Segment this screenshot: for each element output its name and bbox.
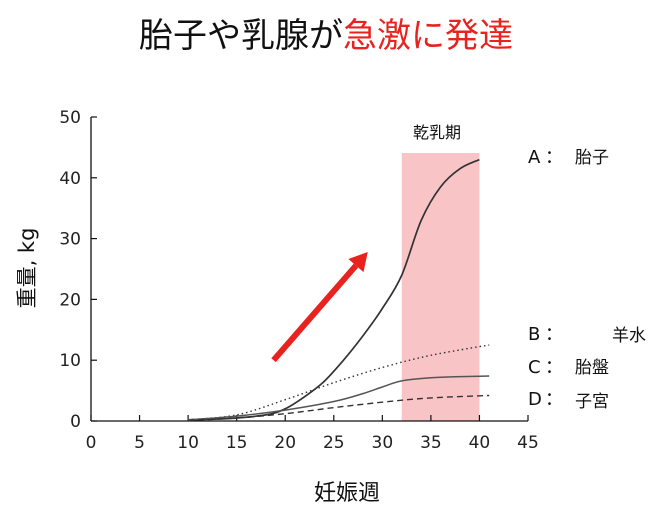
x-tick-label: 30 [372, 433, 394, 453]
axes [90, 117, 528, 422]
legend-name-b: 羊水 [612, 326, 646, 346]
x-axis-label: 妊娠週 [314, 481, 380, 506]
legend: A ： 胎子 B ： 羊水 C ： 胎盤 D ： 子宮 [528, 147, 646, 412]
legend-key-a: A [528, 147, 541, 168]
y-tick-label: 10 [59, 351, 81, 371]
legend-sep-a: ： [545, 147, 563, 168]
trend-arrow-shaft [271, 263, 359, 363]
y-axis-ticks: 0 10 20 30 40 50 [59, 108, 97, 432]
series-lines [188, 158, 490, 422]
y-axis-label: 重量, kg [15, 228, 39, 309]
x-tick-label: 25 [323, 433, 345, 453]
series-line-c [188, 375, 490, 421]
y-tick-label: 40 [59, 169, 81, 189]
legend-sep-b: ： [545, 324, 563, 345]
x-tick-label: 35 [420, 433, 442, 453]
x-tick-label: 0 [86, 433, 97, 453]
series-line-b [188, 344, 490, 421]
x-tick-label: 5 [134, 433, 145, 453]
trend-arrow-head [348, 251, 368, 273]
y-tick-label: 50 [59, 108, 81, 128]
x-tick-label: 40 [469, 433, 491, 453]
legend-key-d: D [528, 389, 542, 410]
legend-name-c: 胎盤 [575, 358, 609, 378]
drying-off-period-band [401, 153, 480, 421]
y-tick-label: 0 [70, 412, 81, 432]
x-axis-ticks: 0 5 10 15 20 25 30 35 40 45 [86, 415, 539, 453]
drying-off-period-label: 乾乳期 [413, 123, 461, 142]
trend-arrow [271, 251, 368, 363]
x-tick-label: 10 [177, 433, 199, 453]
x-tick-label: 20 [274, 433, 296, 453]
legend-sep-c: ： [545, 357, 563, 378]
series-line-d [188, 394, 490, 422]
x-tick-label: 45 [517, 433, 539, 453]
y-tick-label: 20 [59, 290, 81, 310]
legend-name-d: 子宮 [575, 392, 609, 412]
legend-key-c: C [528, 357, 541, 378]
legend-key-b: B [528, 324, 540, 345]
drying-off-period-region [401, 153, 480, 421]
legend-name-a: 胎子 [575, 148, 609, 168]
legend-sep-d: ： [545, 389, 563, 410]
title-part-2-highlighted: 急激に発達 [343, 16, 513, 56]
title-part-1: 胎子や乳腺が [139, 16, 343, 56]
chart-title: 胎子や乳腺が急激に発達 [0, 14, 652, 58]
x-tick-label: 15 [226, 433, 248, 453]
series-line-a [188, 158, 480, 421]
y-tick-label: 30 [59, 230, 81, 250]
